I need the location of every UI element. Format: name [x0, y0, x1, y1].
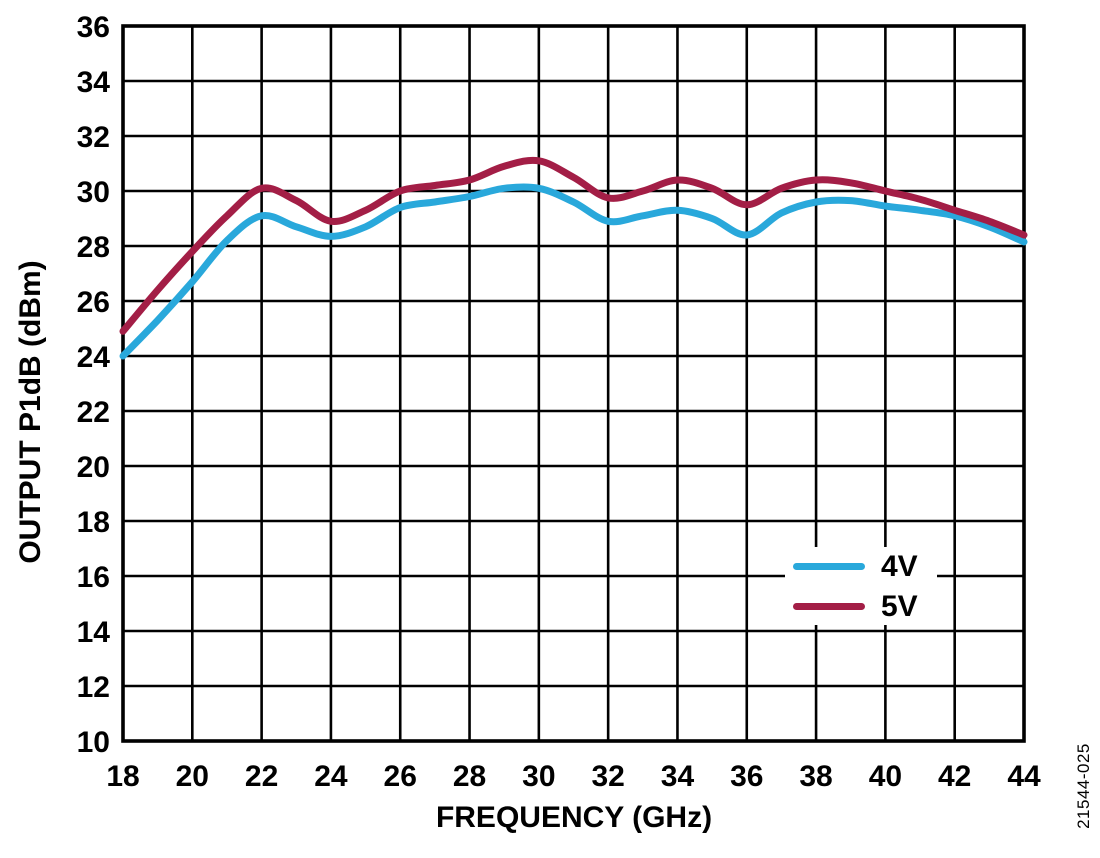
curve-4v [119, 183, 1028, 360]
x-tick-label-32: 32 [591, 760, 624, 793]
legend-label-5v: 5V [881, 589, 918, 623]
y-tick-label-30: 30 [77, 176, 110, 209]
y-tick-label-36: 36 [77, 11, 110, 44]
y-tick-label-26: 26 [77, 286, 110, 319]
x-tick-label-36: 36 [730, 760, 763, 793]
legend-item-5v: 5V [793, 591, 937, 622]
x-tick-label-34: 34 [661, 760, 695, 793]
y-tick-label-14: 14 [77, 616, 111, 649]
x-tick-label-20: 20 [176, 760, 209, 793]
y-tick-label-18: 18 [77, 506, 110, 539]
x-tick-label-40: 40 [869, 760, 902, 793]
y-axis-title: OUTPUT P1dB (dBm) [14, 260, 47, 564]
x-tick-label-44: 44 [1007, 760, 1041, 793]
x-tick-label-28: 28 [453, 760, 486, 793]
y-tick-label-32: 32 [77, 121, 110, 154]
x-axis-title: FREQUENCY (GHz) [435, 801, 713, 834]
legend-swatch-5v [793, 602, 865, 610]
x-tick-label-26: 26 [384, 760, 417, 793]
y-tick-label-24: 24 [77, 341, 111, 374]
plot-frame [121, 24, 1026, 743]
x-tick-label-24: 24 [314, 760, 348, 793]
x-tick-label-30: 30 [522, 760, 555, 793]
y-tick-label-28: 28 [77, 231, 110, 264]
x-tick-label-38: 38 [799, 760, 832, 793]
y-tick-label-22: 22 [77, 396, 110, 429]
legend-label-4v: 4V [881, 549, 918, 583]
x-tick-label-42: 42 [938, 760, 971, 793]
y-tick-label-16: 16 [77, 561, 110, 594]
y-tick-label-12: 12 [77, 671, 110, 704]
figure-number: 21544-025 [1074, 743, 1093, 829]
y-tick-label-10: 10 [77, 726, 110, 759]
curve-5v [119, 156, 1028, 335]
x-tick-label-22: 22 [245, 760, 278, 793]
legend-swatch-4v [793, 562, 865, 570]
y-tick-label-34: 34 [77, 66, 111, 99]
x-tick-label-18: 18 [106, 760, 139, 793]
y-tick-label-20: 20 [77, 451, 110, 484]
legend: 4V 5V [785, 547, 937, 625]
legend-item-4v: 4V [793, 551, 937, 582]
